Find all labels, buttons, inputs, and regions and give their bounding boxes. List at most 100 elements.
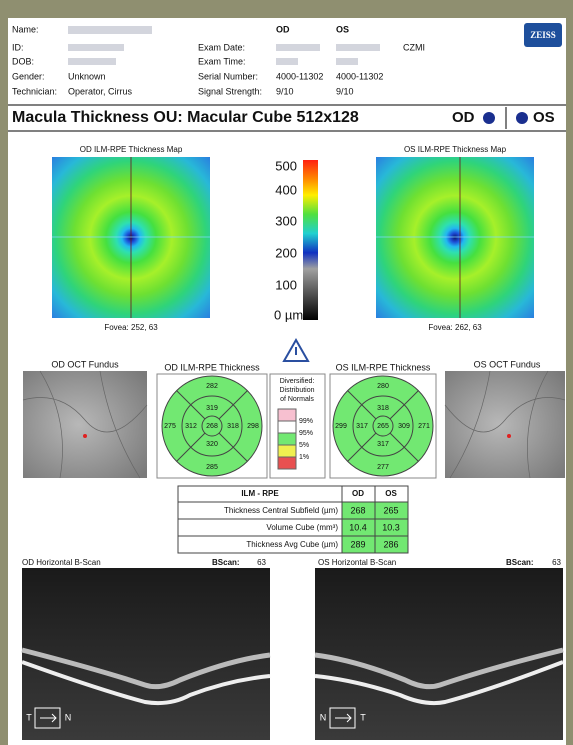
sector-line xyxy=(347,390,419,462)
map-title: OS ILM-RPE Thickness Map xyxy=(404,145,507,154)
grid-value: 317 xyxy=(356,423,368,430)
label: Name: xyxy=(12,24,39,34)
swatch xyxy=(277,432,297,446)
rpe-band xyxy=(21,660,271,706)
value: 4000-11302 xyxy=(336,71,383,81)
legend-level: 5% xyxy=(299,442,309,449)
rpe-band xyxy=(314,660,564,706)
value: 9/10 xyxy=(336,86,354,96)
sector xyxy=(201,415,223,437)
label-cells xyxy=(177,501,343,554)
td: Thickness Avg Cube (µm) xyxy=(246,540,338,549)
od-dot xyxy=(483,112,495,124)
legend-level: 1% xyxy=(299,454,309,461)
fovea: Fovea: 252, 63 xyxy=(104,323,158,332)
orientation-box xyxy=(329,707,356,729)
scale-label: 300 xyxy=(275,213,297,228)
redacted xyxy=(336,44,380,51)
site: CZMI xyxy=(403,42,425,52)
bscan-label: BScan: xyxy=(212,558,240,567)
redacted xyxy=(68,58,116,65)
label: Technician: xyxy=(12,86,57,96)
orientation: T xyxy=(26,712,32,722)
td: 10.4 xyxy=(349,522,367,532)
legend-level: 99% xyxy=(299,418,313,425)
fovea-dot xyxy=(83,434,87,438)
swatch xyxy=(277,408,297,422)
label: Gender: xyxy=(12,71,45,81)
os-dot xyxy=(516,112,528,124)
map-title: OD ILM-RPE Thickness Map xyxy=(80,145,183,154)
legend-title: Diversified: xyxy=(280,378,315,385)
legend-level: 95% xyxy=(299,430,313,437)
grid-value: 318 xyxy=(227,423,239,430)
bscan-title: OD Horizontal B-Scan xyxy=(22,558,101,567)
label: Signal Strength: xyxy=(198,86,262,96)
bscan-image xyxy=(22,568,270,740)
os-label: OS xyxy=(533,109,555,126)
cell-lines xyxy=(178,486,408,553)
label: Exam Time: xyxy=(198,56,246,66)
bscan-number: 63 xyxy=(552,558,561,567)
td: 268 xyxy=(350,505,365,515)
sector xyxy=(372,415,394,437)
orientation: N xyxy=(65,712,72,722)
orientation: N xyxy=(320,712,327,722)
grid-title: OD ILM-RPE Thickness xyxy=(164,362,260,372)
fundus-title: OD OCT Fundus xyxy=(51,359,119,369)
scale-label: 500 xyxy=(275,158,297,173)
legend-title: Distribution xyxy=(279,387,314,394)
grid-value: 309 xyxy=(398,423,410,430)
orientation-box xyxy=(34,707,61,729)
fundus-title: OS OCT Fundus xyxy=(474,359,541,369)
sector-line xyxy=(176,390,248,462)
sector xyxy=(181,395,243,457)
fovea-dot xyxy=(507,434,511,438)
color-bar xyxy=(303,160,318,320)
td: Thickness Central Subfield (µm) xyxy=(224,506,338,515)
label: Exam Date: xyxy=(198,42,245,52)
od-label: OD xyxy=(452,109,475,126)
th: OD xyxy=(352,489,364,498)
arrow xyxy=(40,713,57,723)
grid-value: 280 xyxy=(377,383,389,390)
grid-value: 285 xyxy=(206,464,218,471)
fundus-image xyxy=(445,371,565,478)
grid-value: 312 xyxy=(185,423,197,430)
grid-value: 268 xyxy=(206,423,218,430)
bscan-number: 63 xyxy=(257,558,266,567)
scale-label: 100 xyxy=(275,277,297,292)
os-grid: OS ILM-RPE Thickness 280 318 299 317 265… xyxy=(329,362,437,479)
scale-label: 0 µm xyxy=(274,307,303,322)
od-grid: OD ILM-RPE Thickness 282 319 275 312 268… xyxy=(156,362,268,479)
grid-title: OS ILM-RPE Thickness xyxy=(336,362,431,372)
bscan-title: OS Horizontal B-Scan xyxy=(318,558,396,567)
logo-box xyxy=(524,23,562,47)
grid-value: 299 xyxy=(335,423,347,430)
grid-value: 319 xyxy=(206,405,218,412)
swatch xyxy=(277,456,297,470)
td: 265 xyxy=(383,505,398,515)
value: 9/10 xyxy=(276,86,294,96)
grid-value: 282 xyxy=(206,383,218,390)
label: ID: xyxy=(12,42,24,52)
grid-value: 320 xyxy=(206,441,218,448)
label: Serial Number: xyxy=(198,71,258,81)
logo: ZEISS xyxy=(530,30,556,40)
title: Macula Thickness OU: Macular Cube 512x12… xyxy=(12,109,359,126)
swatch xyxy=(277,444,297,458)
retina-band xyxy=(314,647,564,690)
arrow xyxy=(335,713,352,723)
swatch xyxy=(277,420,297,434)
redacted xyxy=(336,58,358,65)
redacted xyxy=(276,58,298,65)
td: 10.3 xyxy=(382,522,400,532)
vessels xyxy=(444,370,566,479)
scale-label: 400 xyxy=(275,182,297,197)
grid-value: 318 xyxy=(377,405,389,412)
td: Volume Cube (mm³) xyxy=(266,523,338,532)
warning-icon xyxy=(282,337,310,362)
sector xyxy=(352,395,414,457)
redacted xyxy=(276,44,320,51)
